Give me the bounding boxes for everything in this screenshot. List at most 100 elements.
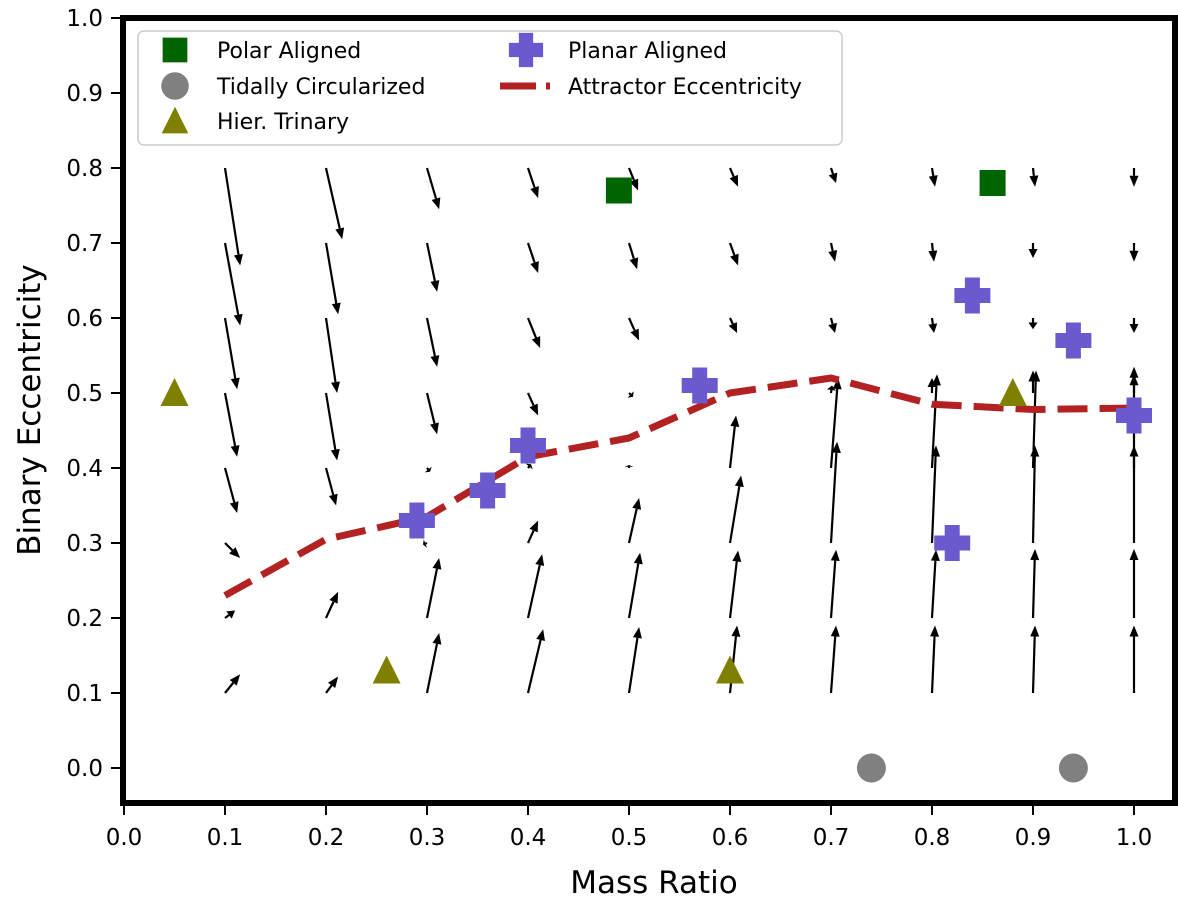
- vector-arrow-head: [1029, 175, 1039, 187]
- triangle-marker: [160, 378, 189, 406]
- vector-arrow-shaft: [526, 392, 535, 406]
- plot-frame: [120, 15, 1178, 806]
- vector-arrow-head: [432, 633, 442, 645]
- vector-arrow-head: [430, 355, 440, 367]
- vector-arrow-head: [432, 558, 442, 570]
- vector-arrow: [928, 242, 938, 262]
- vector-arrow-head: [734, 475, 744, 488]
- vector-arrow-shaft: [930, 560, 937, 619]
- vector-arrow-head: [930, 549, 940, 561]
- vector-arrow: [223, 242, 243, 326]
- vector-arrow: [425, 633, 442, 694]
- vector-arrow: [1129, 168, 1139, 187]
- vector-arrow-shaft: [829, 560, 837, 619]
- vector-arrow-shaft: [526, 317, 538, 339]
- vector-arrow: [325, 676, 339, 694]
- vector-arrow: [1029, 167, 1039, 187]
- y-tick-label: 0.5: [66, 381, 103, 407]
- vector-arrow-shaft: [223, 242, 240, 315]
- vector-arrow-head: [930, 625, 940, 637]
- vector-arrow-head: [828, 250, 838, 262]
- vector-arrow-head: [1030, 625, 1040, 637]
- vector-arrow-head: [531, 336, 541, 348]
- legend-swatch: [162, 37, 188, 63]
- vector-arrow-head: [230, 445, 240, 457]
- vector-arrow-head: [226, 610, 236, 619]
- vector-arrow-head: [431, 197, 441, 210]
- vector-arrow-head: [530, 186, 539, 198]
- vector-arrow-head: [1028, 249, 1038, 258]
- triangle-marker: [998, 378, 1027, 406]
- vector-arrow: [1129, 318, 1139, 333]
- vector-arrow-head: [1129, 175, 1139, 187]
- vector-arrow-head: [230, 377, 240, 390]
- vector-arrow: [627, 627, 642, 694]
- vector-arrow-head: [832, 378, 842, 390]
- vector-arrow-head: [828, 322, 837, 333]
- vector-arrow-head: [1129, 625, 1139, 637]
- vector-arrow: [425, 242, 440, 292]
- vector-arrow-head: [328, 493, 338, 506]
- vector-arrow-head: [525, 463, 533, 470]
- scatter-series: [160, 170, 1152, 783]
- vector-arrow-head: [828, 172, 838, 183]
- vector-arrow-head: [730, 253, 739, 266]
- vector-arrow: [526, 167, 539, 198]
- vector-arrow-head: [632, 498, 642, 510]
- legend-entry: Polar Aligned: [162, 37, 361, 64]
- vector-arrow: [1028, 370, 1038, 393]
- vector-arrow: [627, 242, 639, 270]
- vector-arrow: [223, 467, 239, 513]
- plus-marker: [1116, 397, 1152, 434]
- y-tick-label: 0.3: [66, 531, 103, 557]
- legend-swatch: [161, 72, 189, 100]
- vector-arrow-head: [729, 174, 739, 187]
- vector-arrow-head: [830, 625, 840, 637]
- vector-arrow: [829, 549, 840, 619]
- x-tick-label: 0.7: [813, 825, 850, 851]
- vector-arrow-head: [1129, 366, 1139, 378]
- vector-arrow-shaft: [526, 242, 536, 263]
- vector-arrow: [425, 392, 439, 435]
- vector-arrow: [1028, 318, 1038, 330]
- vector-arrow-shaft: [324, 167, 341, 229]
- y-axis-ticks: 0.0 0.1 0.2 0.3 0.4 0.5 0.6 0.7 0.8 0.9 1.0: [66, 6, 120, 782]
- vector-arrow: [425, 167, 441, 210]
- vector-arrow: [526, 629, 545, 694]
- legend-swatch: [508, 32, 544, 68]
- vector-arrow-shaft: [425, 568, 439, 619]
- vector-arrow-shaft: [223, 392, 237, 447]
- vector-arrow-shaft: [527, 465, 531, 469]
- vector-arrow: [223, 317, 240, 390]
- vector-arrow-shaft: [1031, 456, 1036, 544]
- vector-arrow: [930, 625, 940, 694]
- y-tick-label: 0.2: [66, 606, 103, 632]
- vector-arrow-head: [331, 302, 341, 315]
- legend-label: Hier. Trinary: [217, 110, 349, 135]
- x-tick-label: 0.3: [409, 825, 446, 851]
- vector-arrow: [728, 415, 740, 469]
- plus-marker: [469, 472, 506, 509]
- vector-arrow-shaft: [829, 388, 839, 469]
- triangle-marker: [716, 655, 744, 684]
- vector-arrow-shaft: [324, 392, 337, 450]
- vector-arrow-shaft: [526, 564, 541, 619]
- vector-arrow: [1129, 549, 1139, 618]
- vector-arrow-head: [730, 415, 740, 427]
- vector-arrow-shaft: [627, 242, 635, 260]
- vector-arrow: [1129, 243, 1139, 262]
- legend-entry: Planar Aligned: [508, 32, 727, 68]
- vector-arrow-head: [629, 257, 639, 270]
- vector-arrow: [1030, 549, 1040, 619]
- vector-arrow-shaft: [627, 317, 636, 331]
- y-tick-label: 0.6: [66, 306, 103, 332]
- vector-arrow-shaft: [930, 385, 938, 469]
- vector-arrow-head: [830, 549, 840, 562]
- vector-arrow-shaft: [627, 167, 635, 181]
- vector-arrow-head: [831, 441, 841, 453]
- vector-arrow: [728, 475, 744, 544]
- vector-arrow-shaft: [426, 467, 430, 471]
- y-tick-label: 0.4: [66, 456, 103, 482]
- x-tick-label: 0.5: [611, 825, 648, 851]
